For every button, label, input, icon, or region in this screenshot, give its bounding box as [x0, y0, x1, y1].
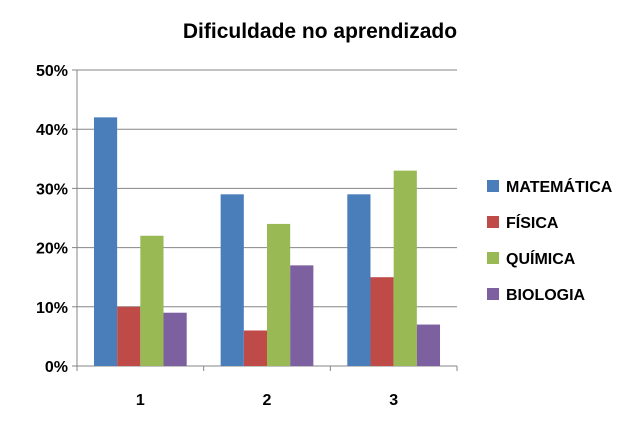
bar-física-3 — [370, 277, 394, 366]
bar-química-3 — [393, 170, 417, 366]
legend-swatch — [487, 180, 499, 192]
x-tick-label: 2 — [263, 392, 272, 409]
y-axis-ticks: 0% 10% 20% 30% 40% 50% — [36, 63, 68, 376]
bars — [93, 117, 441, 366]
legend-swatch — [487, 288, 499, 300]
bar-matemática-3 — [347, 194, 371, 366]
bar-matemática-2 — [220, 194, 244, 366]
y-tick-label: 0% — [45, 359, 68, 376]
y-tick-label: 30% — [36, 181, 68, 198]
x-tick-label: 1 — [136, 392, 145, 409]
legend: MATEMÁTICA FÍSICA QUÍMICA BIOLOGIA — [487, 177, 613, 304]
x-tick-label: 3 — [389, 392, 398, 409]
x-axis-ticks: 1 2 3 — [136, 392, 398, 409]
bar-matemática-1 — [93, 117, 118, 366]
bar-química-2 — [267, 223, 291, 366]
legend-label: QUÍMICA — [506, 249, 576, 268]
y-tick-label: 40% — [36, 122, 68, 139]
bar-biologia-1 — [163, 312, 187, 366]
bar-física-1 — [117, 306, 141, 366]
legend-swatch — [487, 252, 499, 264]
legend-swatch — [487, 216, 499, 228]
legend-item: QUÍMICA — [487, 249, 576, 268]
y-tick-label: 50% — [36, 63, 68, 80]
legend-item: BIOLOGIA — [487, 287, 586, 304]
legend-item: MATEMÁTICA — [487, 177, 613, 196]
bar-química-1 — [140, 235, 164, 366]
bar-biologia-2 — [290, 265, 314, 366]
chart-title: Dificuldade no aprendizado — [183, 20, 457, 43]
y-tick-label: 10% — [36, 300, 68, 317]
bar-física-2 — [243, 330, 267, 366]
legend-item: FÍSICA — [487, 213, 559, 232]
legend-label: MATEMÁTICA — [506, 177, 613, 196]
legend-label: FÍSICA — [506, 213, 559, 232]
legend-label: BIOLOGIA — [506, 287, 586, 304]
y-tick-label: 20% — [36, 241, 68, 258]
bar-biologia-3 — [416, 324, 441, 366]
